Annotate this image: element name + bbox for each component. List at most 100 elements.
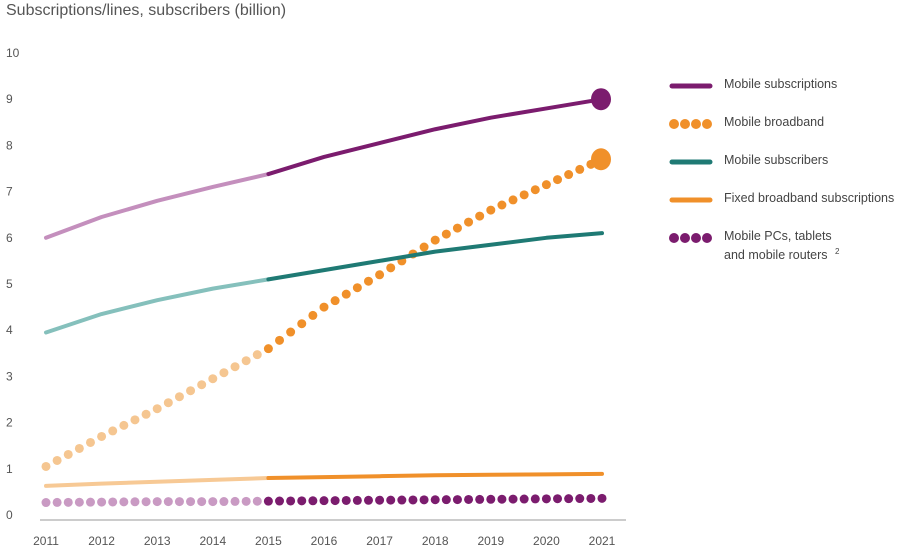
legend-swatch (669, 119, 712, 129)
series-dot (163, 497, 173, 507)
x-tick-label: 2015 (255, 534, 282, 548)
y-tick-label: 5 (6, 277, 13, 291)
y-tick-labels: 0 1 2 3 4 5 6 7 8 9 10 (6, 46, 20, 522)
series-dot (319, 302, 329, 312)
series-dot (363, 276, 373, 286)
series-dot (319, 496, 329, 506)
series-dot (230, 496, 240, 506)
series-dot (130, 415, 140, 425)
y-tick-label: 0 (6, 508, 13, 522)
chart-title: Subscriptions/lines, subscribers (billio… (6, 2, 287, 19)
series-dot (108, 497, 118, 507)
series-dot (275, 335, 285, 345)
series-dot (452, 223, 462, 233)
series-dot (575, 494, 585, 504)
series-dot (97, 431, 107, 441)
series-dot (341, 289, 351, 299)
series-dot (352, 283, 362, 293)
y-tick-label: 10 (6, 46, 20, 60)
series-dot (297, 319, 307, 329)
series-dot (97, 497, 107, 507)
legend-swatch (669, 233, 712, 243)
legend-footnote-marker: 2 (835, 247, 840, 256)
series-dot (130, 497, 140, 507)
series-dot (586, 493, 596, 503)
x-tick-labels: 2011 2012 2013 2014 2015 2016 2017 2018 2019 2020… (33, 534, 616, 548)
series-dot (275, 496, 285, 506)
series-dot (363, 495, 373, 505)
x-tick-label: 2016 (311, 534, 338, 548)
series-dot (308, 310, 318, 320)
series-dot (252, 350, 262, 360)
series-dot (375, 270, 385, 280)
series-dot (452, 495, 462, 505)
series-dot (186, 497, 196, 507)
x-tick-label: 2018 (422, 534, 449, 548)
series-dot (108, 426, 118, 436)
series-dot (564, 170, 574, 180)
series-dot (41, 461, 51, 471)
series-dot (241, 496, 251, 506)
x-tick-label: 2019 (477, 534, 504, 548)
legend-item: Mobile subscribers (668, 152, 900, 190)
series-dot (352, 495, 362, 505)
x-tick-label: 2011 (33, 534, 59, 548)
y-tick-label: 3 (6, 369, 13, 383)
series-dot (341, 495, 351, 505)
series-dot (141, 497, 151, 507)
series-dot (386, 263, 396, 273)
series-end-marker (591, 148, 611, 171)
series-dot (553, 494, 563, 504)
series-dot (541, 180, 551, 190)
series-dot (419, 495, 429, 505)
y-tick-label: 2 (6, 416, 13, 430)
series-4 (44, 471, 604, 488)
series-line-forecast (266, 231, 604, 282)
series-dot (219, 368, 229, 378)
series-dot (330, 496, 340, 506)
series-dot (208, 374, 218, 384)
series-dot (541, 494, 551, 504)
series-dot (575, 164, 585, 174)
y-tick-label: 6 (6, 231, 13, 245)
legend-swatch (669, 159, 713, 165)
series-dot (286, 327, 296, 337)
series-dot (530, 494, 540, 504)
series-dot (441, 495, 451, 505)
series-line-forecast (266, 97, 604, 177)
series-line-historical (44, 277, 271, 335)
series-dot (297, 496, 307, 506)
series-dot (241, 356, 251, 366)
legend-label: Mobile PCs, tablets and mobile routers 2 (724, 229, 840, 263)
y-tick-label: 8 (6, 138, 13, 152)
series-dot (475, 494, 485, 504)
series-layer (41, 88, 611, 508)
series-dot (519, 494, 529, 504)
x-tick-label: 2014 (199, 534, 226, 548)
series-dot (508, 195, 518, 205)
legend-item: Mobile broadband (668, 114, 900, 152)
series-dot (41, 498, 51, 508)
series-dot (152, 497, 162, 507)
series-dot (197, 497, 207, 507)
series-dot (441, 229, 451, 239)
series-dot (174, 392, 184, 402)
series-dot (475, 211, 485, 221)
y-tick-label: 7 (6, 185, 13, 199)
legend-label: Mobile subscribers (724, 153, 829, 167)
series-5 (41, 493, 607, 508)
series-dot (197, 380, 207, 390)
x-tick-label: 2017 (366, 534, 393, 548)
legend: Mobile subscriptions Mobile broadband Mobi… (668, 76, 900, 266)
legend-item: Mobile subscriptions (668, 76, 900, 114)
x-tick-label: 2021 (589, 534, 616, 548)
series-dot (85, 437, 95, 447)
series-dot (263, 344, 273, 354)
series-dot (497, 494, 507, 504)
x-tick-label: 2020 (533, 534, 560, 548)
series-dot (564, 494, 574, 504)
legend-swatch (669, 197, 713, 203)
series-dot (286, 496, 296, 506)
series-dot (119, 420, 129, 430)
